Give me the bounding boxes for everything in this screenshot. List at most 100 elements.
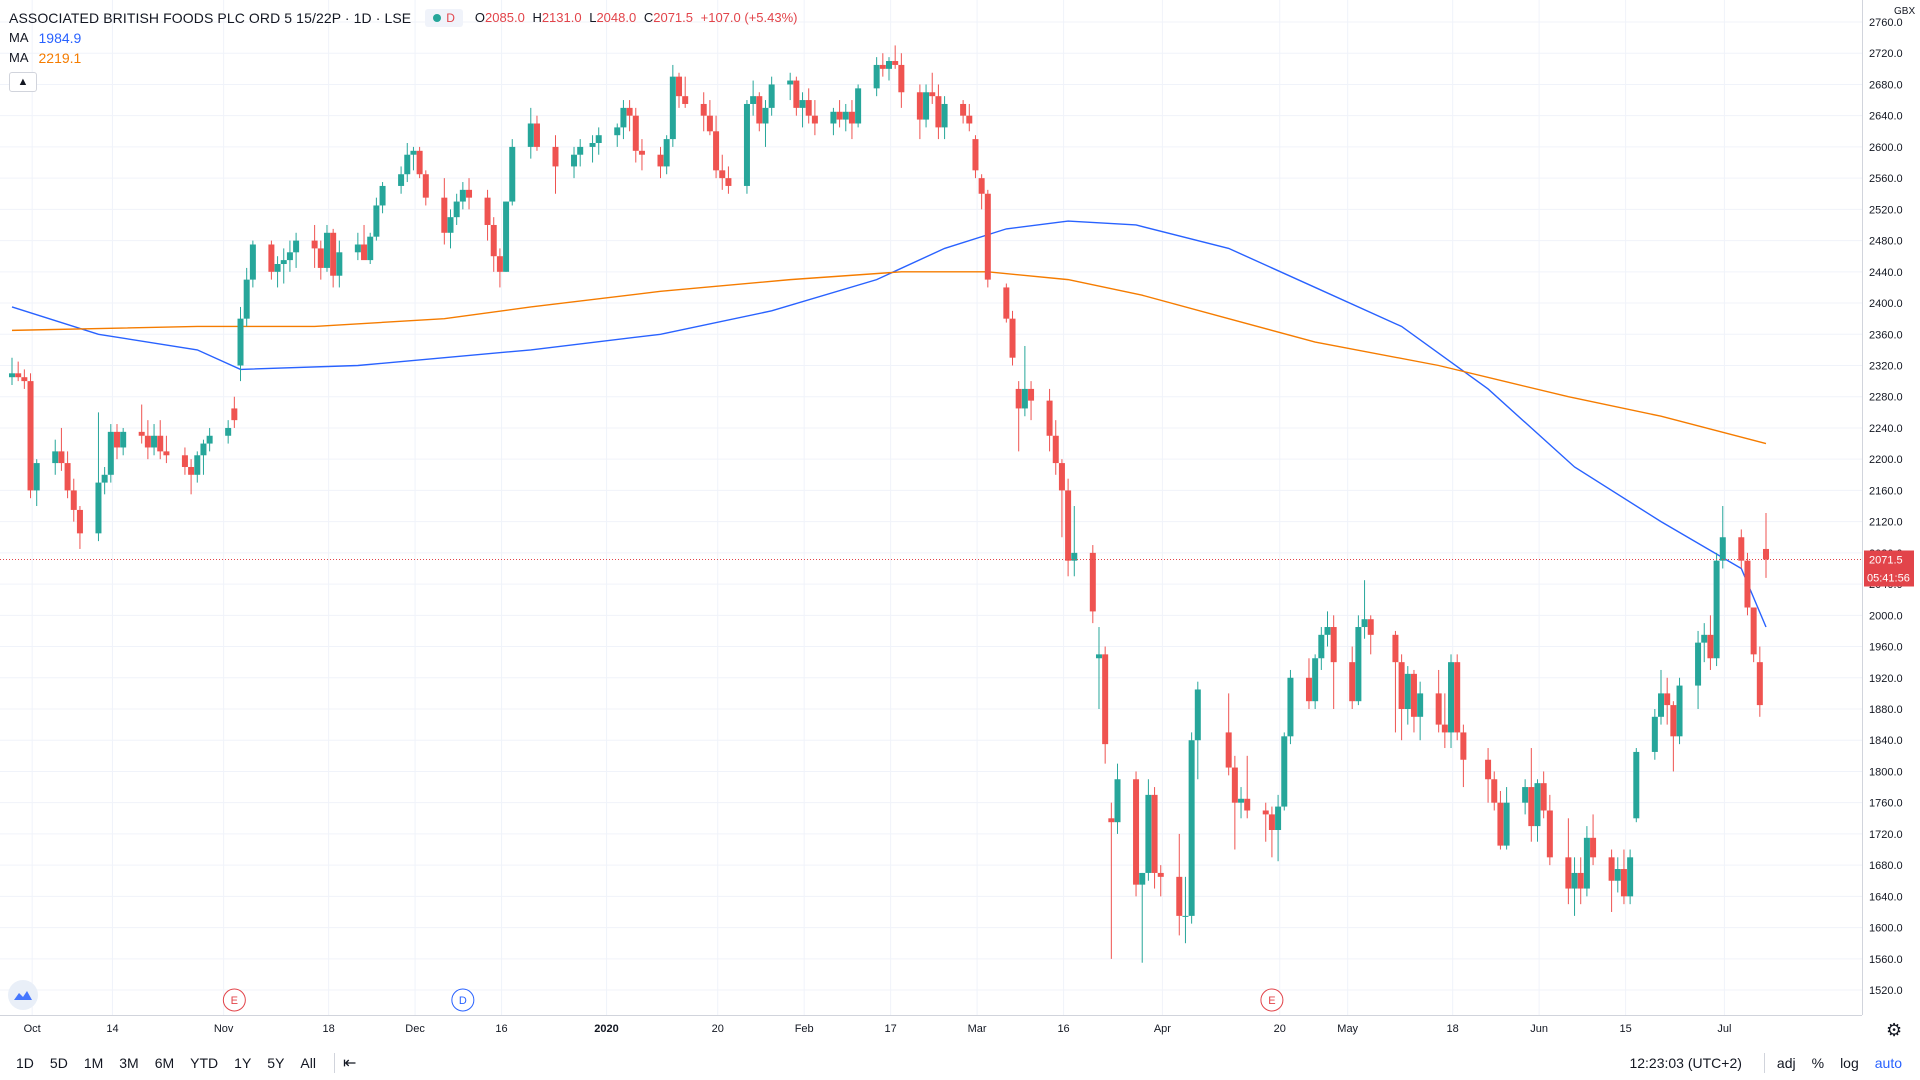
candle [113, 424, 120, 460]
range-ytd-button[interactable]: YTD [190, 1054, 219, 1071]
candle-body [1633, 751, 1640, 819]
time-tick-label: Jul [1717, 1023, 1731, 1035]
ohlc-values: O2085.0 H2131.0 L2048.0 C2071.5 +107.0 (… [475, 9, 802, 27]
indicator-label: MA [9, 50, 29, 65]
candle [1244, 755, 1251, 819]
candle [676, 72, 683, 108]
range-5y-button[interactable]: 5Y [267, 1054, 285, 1071]
event-marker[interactable]: D [451, 988, 475, 1012]
candle-body [1658, 693, 1665, 717]
indicator-ma-2[interactable]: MA 2219.1 [9, 48, 801, 68]
candle [1268, 806, 1275, 858]
auto-toggle[interactable]: auto [1874, 1054, 1902, 1071]
price-tick-label: 1640.0 [1869, 891, 1903, 903]
candle-body [935, 96, 942, 128]
candle-body [249, 244, 256, 280]
range-1m-button[interactable]: 1M [83, 1054, 104, 1071]
candle [1009, 310, 1016, 366]
candle [1133, 771, 1140, 897]
chevron-up-icon: ▲ [17, 76, 29, 88]
candle [1417, 681, 1424, 741]
candle [533, 115, 540, 151]
percent-toggle[interactable]: % [1811, 1054, 1825, 1071]
settings-icon[interactable]: ⚙ [1886, 1020, 1903, 1040]
candle-body [1095, 654, 1102, 659]
range-6m-button[interactable]: 6M [154, 1054, 175, 1071]
range-1d-button[interactable]: 1D [16, 1054, 34, 1071]
candle-body [632, 115, 639, 151]
candle-body [293, 240, 300, 253]
log-toggle[interactable]: log [1840, 1054, 1859, 1071]
high-key: H [532, 10, 542, 25]
market-status-badge[interactable]: D [425, 9, 463, 27]
candle-body [1565, 857, 1572, 889]
candle [768, 76, 775, 116]
candle [1441, 693, 1448, 749]
event-marker[interactable]: E [1260, 988, 1284, 1012]
tradingview-logo[interactable] [8, 980, 38, 1010]
candle [855, 84, 862, 128]
candle [713, 115, 720, 179]
candle [1231, 755, 1238, 850]
close-value: 2071.5 [653, 10, 693, 25]
candle-body [1046, 400, 1053, 436]
range-5d-button[interactable]: 5D [49, 1054, 68, 1071]
time-axis[interactable]: Oct 14 Nov 18 Dec 16 2020 20 Feb 17 Mar 16 Apr 20 May 1… [0, 1016, 1862, 1046]
candle-body [1102, 654, 1109, 745]
candle-body [466, 189, 473, 198]
candle [1058, 459, 1065, 538]
clock-timezone[interactable]: 12:23:03 (UTC+2) [1629, 1054, 1742, 1071]
candle [490, 217, 497, 272]
candle-body [1151, 794, 1158, 873]
range-all-button[interactable]: All [300, 1054, 316, 1071]
range-1y-button[interactable]: 1Y [234, 1054, 252, 1071]
price-tick-label: 2440.0 [1869, 267, 1903, 279]
candle [120, 427, 127, 456]
candle-body [157, 435, 164, 452]
date-range-icon[interactable]: ⇤ [342, 1054, 357, 1072]
candle [101, 466, 108, 495]
candle [249, 240, 256, 288]
candle-body [1627, 857, 1634, 897]
candle [1145, 779, 1152, 881]
candle-body [978, 178, 985, 194]
candle-body [1275, 806, 1282, 831]
candle [76, 506, 83, 549]
candle-body [1176, 876, 1183, 916]
candle-body [855, 88, 862, 124]
candle [188, 459, 195, 495]
candle [1114, 763, 1121, 834]
collapse-legend-button[interactable]: ▲ [9, 72, 37, 92]
adj-toggle[interactable]: adj [1776, 1054, 1796, 1071]
indicator-ma-1[interactable]: MA 1984.9 [9, 28, 801, 48]
candle [354, 232, 361, 261]
candle [1448, 654, 1455, 749]
candle [144, 420, 151, 460]
candle [700, 92, 707, 132]
event-marker-circle [1260, 988, 1284, 1012]
symbol-title[interactable]: ASSOCIATED BRITISH FOODS PLC ORD 5 15/22… [9, 10, 412, 26]
candle [1108, 802, 1115, 959]
candle-body [1028, 388, 1035, 401]
event-marker[interactable]: E [222, 988, 246, 1012]
candle-body [805, 100, 812, 116]
candle [1756, 646, 1763, 717]
price-tick-label: 1720.0 [1869, 829, 1903, 841]
candle [1330, 615, 1337, 709]
open-key: O [474, 10, 486, 25]
candle-body [830, 111, 837, 124]
range-3m-button[interactable]: 3M [119, 1054, 139, 1071]
price-axis[interactable]: 2760.0 2720.0 2680.0 2640.0 2600.0 2560.0 2520… [1862, 0, 1920, 1015]
candle-body [886, 61, 892, 69]
chart-plot-area[interactable]: E D E [0, 0, 1862, 1015]
candle-body [1620, 869, 1627, 897]
price-chart[interactable]: E D E [0, 0, 1862, 1015]
price-tick-label: 2480.0 [1869, 236, 1903, 248]
candle-body [21, 377, 28, 382]
candle-body [577, 146, 584, 155]
candle [1176, 833, 1183, 936]
candle [929, 72, 936, 104]
candle-body [484, 197, 491, 225]
time-tick-label: 18 [323, 1023, 335, 1035]
candle-body [1540, 783, 1547, 811]
